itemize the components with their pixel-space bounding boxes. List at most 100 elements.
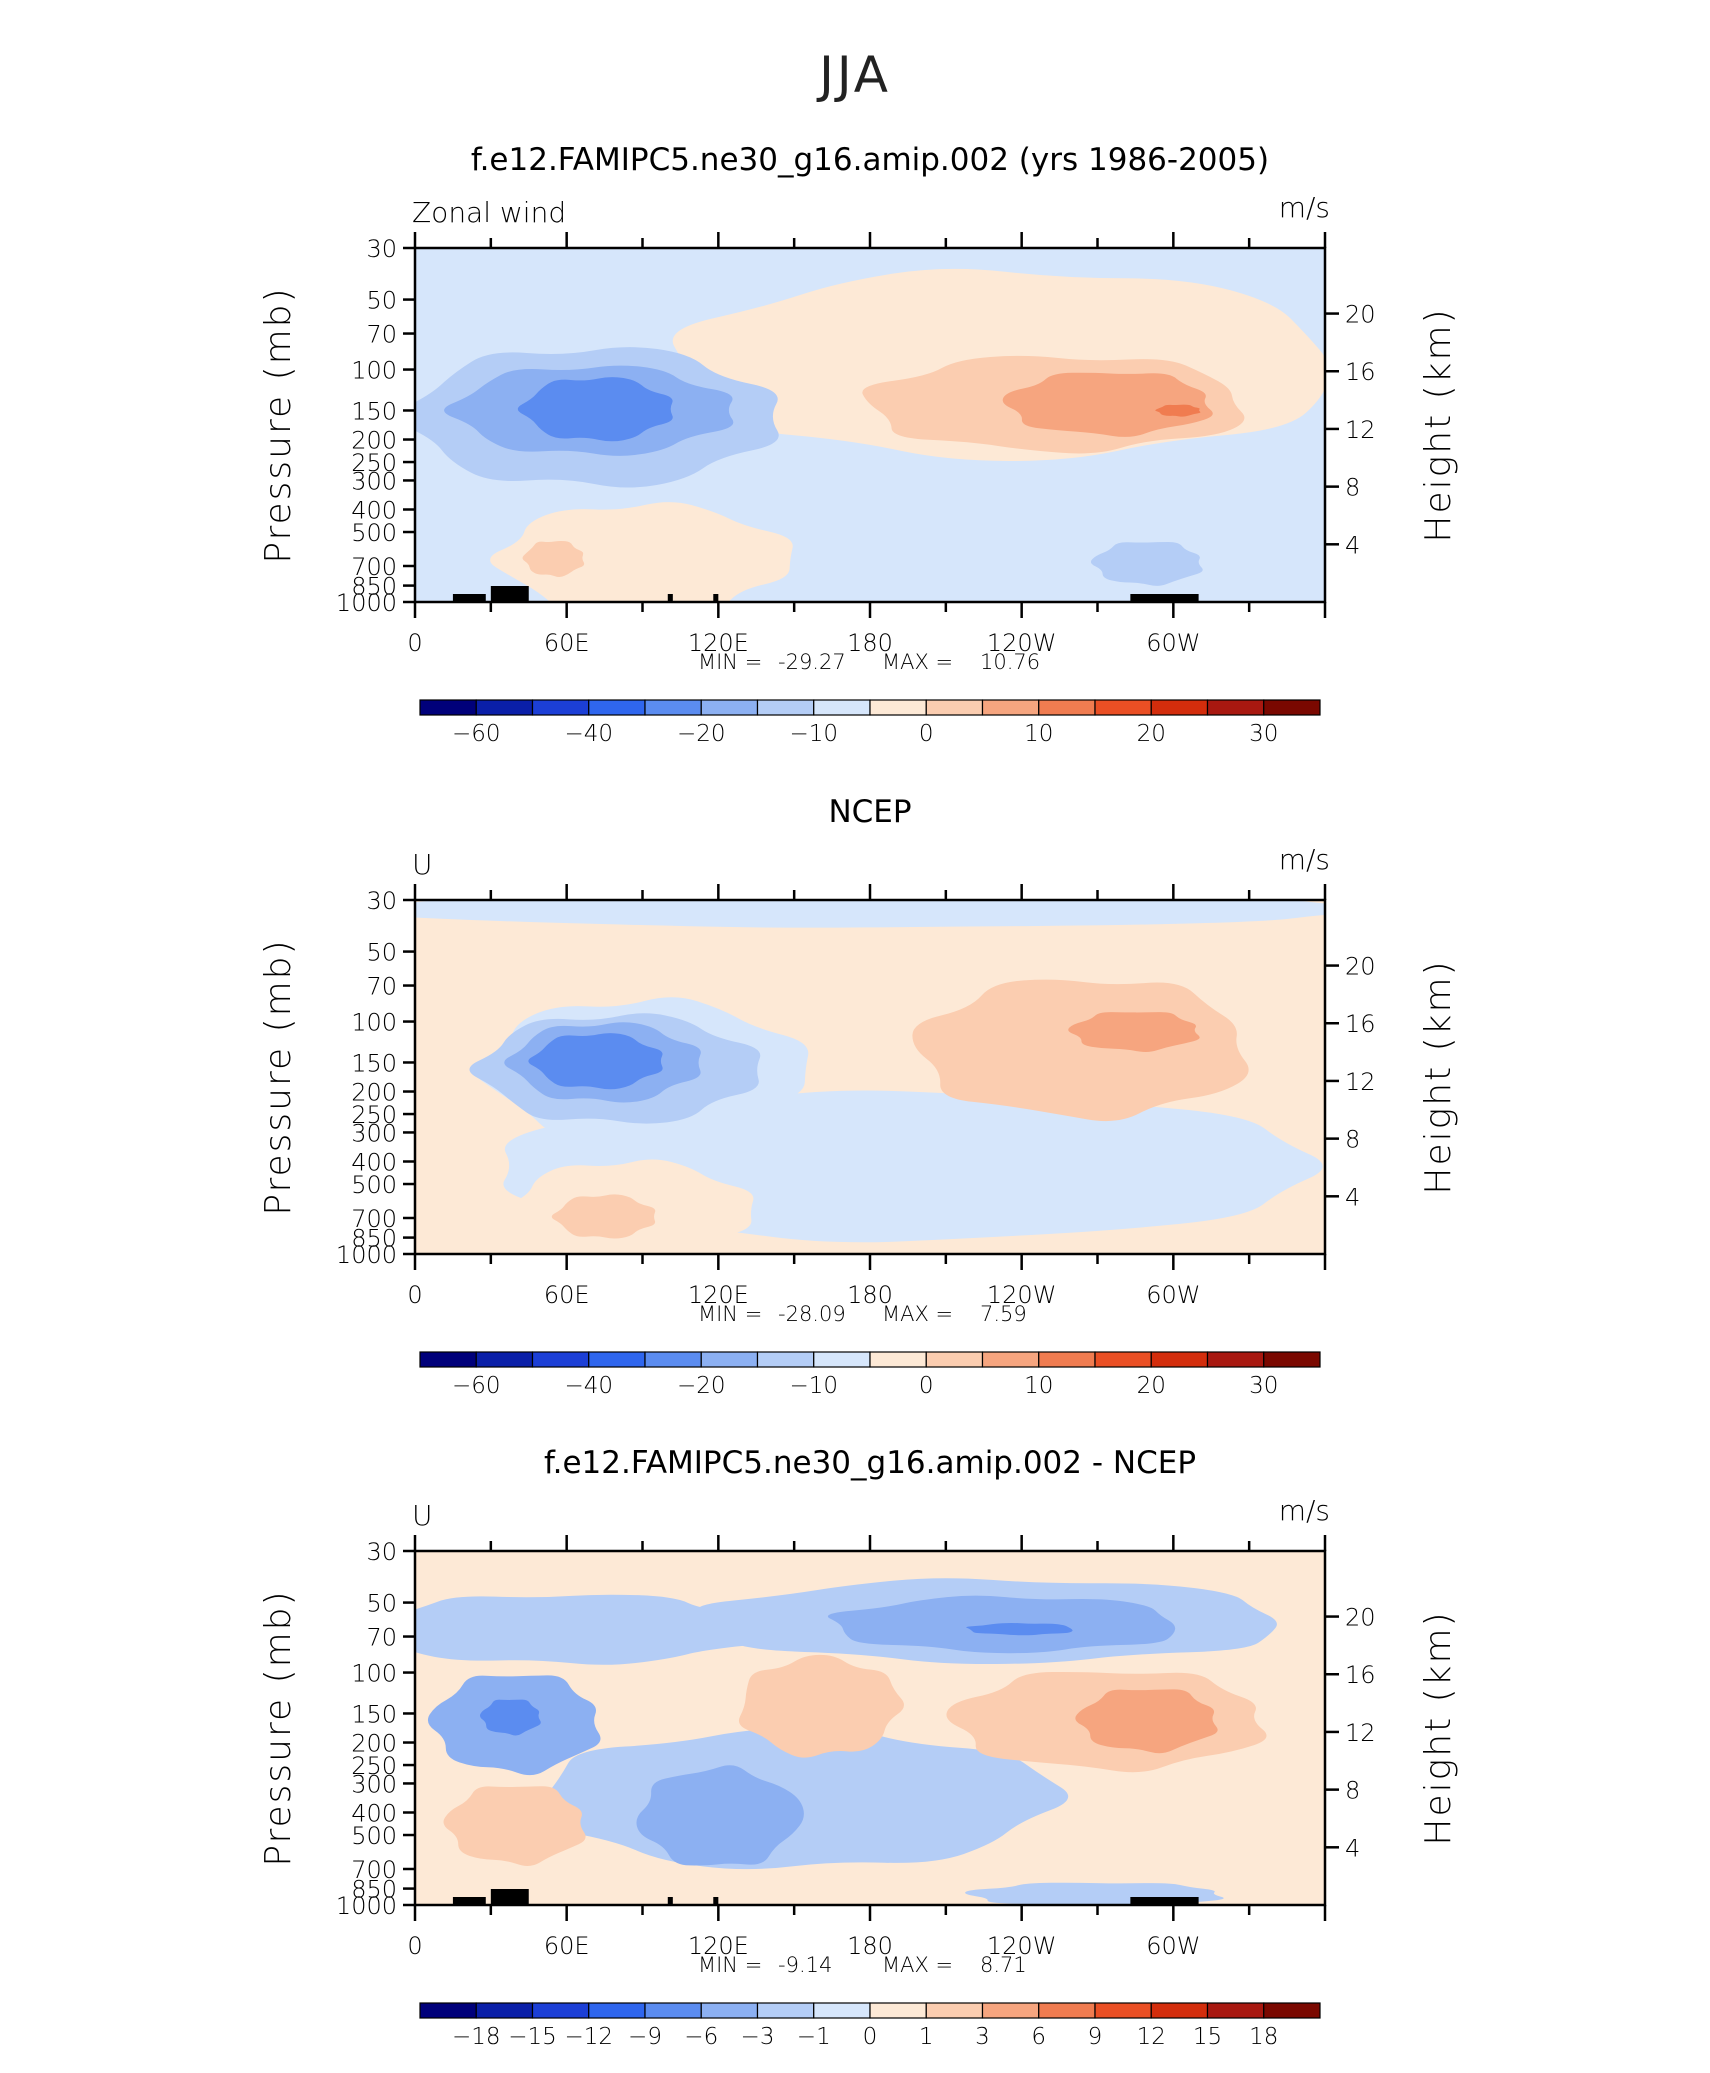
h-tick-label: 20: [1345, 1604, 1376, 1632]
min-label: MIN =: [698, 1953, 762, 1977]
y-axis-label-right: Height (km): [1418, 959, 1459, 1194]
x-tick-label: 60E: [544, 629, 590, 657]
colorbar-label: 3: [975, 2024, 990, 2050]
p-tick-label: 150: [351, 1700, 397, 1728]
field-top-band: [415, 900, 1325, 928]
colorbar-swatch: [419, 2002, 477, 2019]
chart-title: NCEP: [828, 794, 911, 830]
p-tick-label: 150: [351, 1049, 397, 1077]
colorbar-swatch: [813, 1351, 871, 1368]
h-tick-label: 20: [1345, 301, 1376, 329]
h-tick-label: 16: [1345, 358, 1376, 386]
panel-difference: f.e12.FAMIPC5.ne30_g16.amip.002 - NCEP U m…: [258, 1445, 1459, 2050]
max-value: 10.76: [980, 650, 1040, 674]
colorbar-swatch: [1094, 699, 1152, 716]
h-tick-label: 12: [1345, 1719, 1376, 1747]
h-tick-label: 12: [1345, 1068, 1376, 1096]
colorbar-swatch: [981, 1351, 1040, 1368]
h-tick-label: 12: [1345, 416, 1376, 444]
max-label: MAX =: [882, 1953, 953, 1977]
colorbar-swatch: [700, 2002, 759, 2019]
field-negative-3: [517, 377, 673, 442]
colorbar-label: −15: [508, 2024, 557, 2050]
x-tick-label: 0: [407, 1932, 422, 1960]
topography-block: [452, 1897, 486, 1905]
colorbar-swatch: [1263, 699, 1321, 716]
colorbar-swatch: [588, 2002, 646, 2019]
colorbar-swatch: [756, 2002, 815, 2019]
p-tick-label: 50: [366, 287, 397, 315]
field-upper-neg-3: [966, 1622, 1073, 1636]
max-label: MAX =: [882, 1302, 953, 1326]
colorbar-swatch: [1038, 1351, 1096, 1368]
colorbar-swatch: [1206, 699, 1265, 716]
colorbar-label: −9: [628, 2024, 662, 2050]
min-label: MIN =: [698, 650, 762, 674]
colorbar-swatch: [644, 1351, 702, 1368]
field-pos-center: [738, 1654, 904, 1758]
colorbar-swatch: [1263, 1351, 1321, 1368]
x-tick-label: 120W: [987, 1932, 1057, 1960]
x-tick-label: 0: [407, 629, 422, 657]
topography-block: [667, 1897, 673, 1905]
topography-block: [713, 594, 719, 602]
colorbar-label: 30: [1249, 721, 1278, 747]
colorbar-swatch: [981, 699, 1040, 716]
min-value: -9.14: [778, 1953, 832, 1977]
colorbar-label: 10: [1024, 721, 1053, 747]
units-label: m/s: [1279, 843, 1330, 876]
p-tick-label: 250: [351, 1752, 397, 1780]
p-tick-label: 400: [351, 1799, 397, 1827]
h-tick-label: 4: [1345, 1834, 1360, 1862]
h-tick-label: 4: [1345, 1183, 1360, 1211]
units-label: m/s: [1279, 191, 1330, 224]
colorbar-swatch: [588, 699, 646, 716]
colorbar-swatch: [531, 1351, 590, 1368]
y-axis-label-right: Height (km): [1418, 307, 1459, 542]
min-value: -29.27: [778, 650, 846, 674]
min-value: -28.09: [778, 1302, 846, 1326]
field-neg-core-3: [479, 1699, 541, 1736]
max-label: MAX =: [882, 650, 953, 674]
colorbar-swatch: [475, 1351, 534, 1368]
p-tick-label: 500: [351, 519, 397, 547]
colorbar-swatch: [419, 1351, 477, 1368]
colorbar-swatch: [419, 699, 477, 716]
p-tick-label: 300: [351, 1770, 397, 1798]
colorbar-label: −20: [677, 721, 726, 747]
colorbar-label: 1: [919, 2024, 934, 2050]
colorbar-swatch: [925, 2002, 984, 2019]
field-pos-east-3: [1075, 1689, 1218, 1754]
colorbar-swatch: [869, 1351, 927, 1368]
colorbar-label: 15: [1193, 2024, 1222, 2050]
topography-block: [452, 594, 486, 602]
contour-fields: [415, 900, 1325, 1254]
field-positive-3: [1068, 1012, 1200, 1052]
colorbar-swatch: [1150, 699, 1209, 716]
y-axis-label-left: Pressure (mb): [258, 286, 299, 563]
contour-fields: [415, 248, 1325, 602]
colorbar-label: −40: [564, 721, 613, 747]
variable-label: U: [412, 1499, 433, 1532]
p-tick-label: 100: [351, 1009, 397, 1037]
x-tick-label: 120E: [688, 629, 749, 657]
p-tick-label: 1000: [336, 1241, 397, 1269]
p-tick-label: 300: [351, 467, 397, 495]
colorbar-label: 30: [1249, 1373, 1278, 1399]
p-tick-label: 70: [366, 321, 397, 349]
colorbar-swatch: [1094, 2002, 1152, 2019]
field-lowlevel-pos: [443, 1786, 586, 1866]
h-tick-label: 20: [1345, 953, 1376, 981]
colorbar-label: −20: [677, 1373, 726, 1399]
max-value: 7.59: [980, 1302, 1027, 1326]
p-tick-label: 50: [366, 939, 397, 967]
p-tick-label: 850: [351, 573, 397, 601]
p-tick-label: 850: [351, 1876, 397, 1904]
colorbar-label: 20: [1137, 1373, 1166, 1399]
p-tick-label: 1000: [336, 589, 397, 617]
colorbar-swatch: [1038, 2002, 1096, 2019]
colorbar-swatch: [644, 2002, 702, 2019]
colorbar-swatch: [1038, 699, 1096, 716]
colorbar-label: −12: [564, 2024, 613, 2050]
